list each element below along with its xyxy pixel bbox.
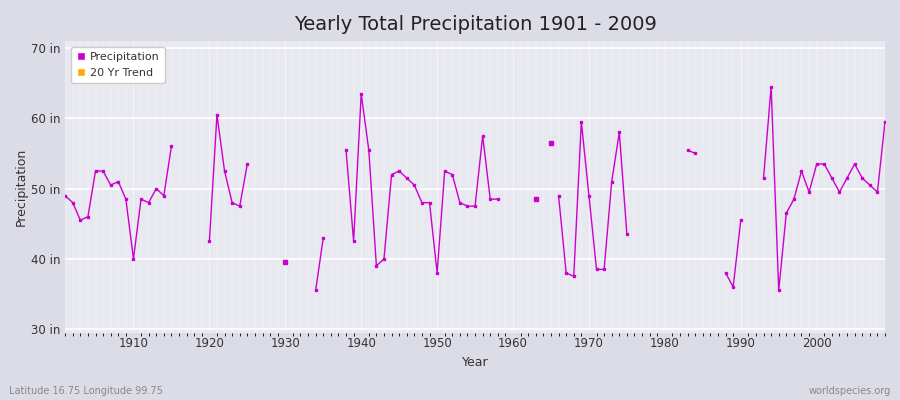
X-axis label: Year: Year [462,356,489,369]
Legend: Precipitation, 20 Yr Trend: Precipitation, 20 Yr Trend [71,47,165,83]
Text: worldspecies.org: worldspecies.org [809,386,891,396]
Title: Yearly Total Precipitation 1901 - 2009: Yearly Total Precipitation 1901 - 2009 [293,15,656,34]
Y-axis label: Precipitation: Precipitation [15,148,28,226]
Text: Latitude 16.75 Longitude 99.75: Latitude 16.75 Longitude 99.75 [9,386,163,396]
